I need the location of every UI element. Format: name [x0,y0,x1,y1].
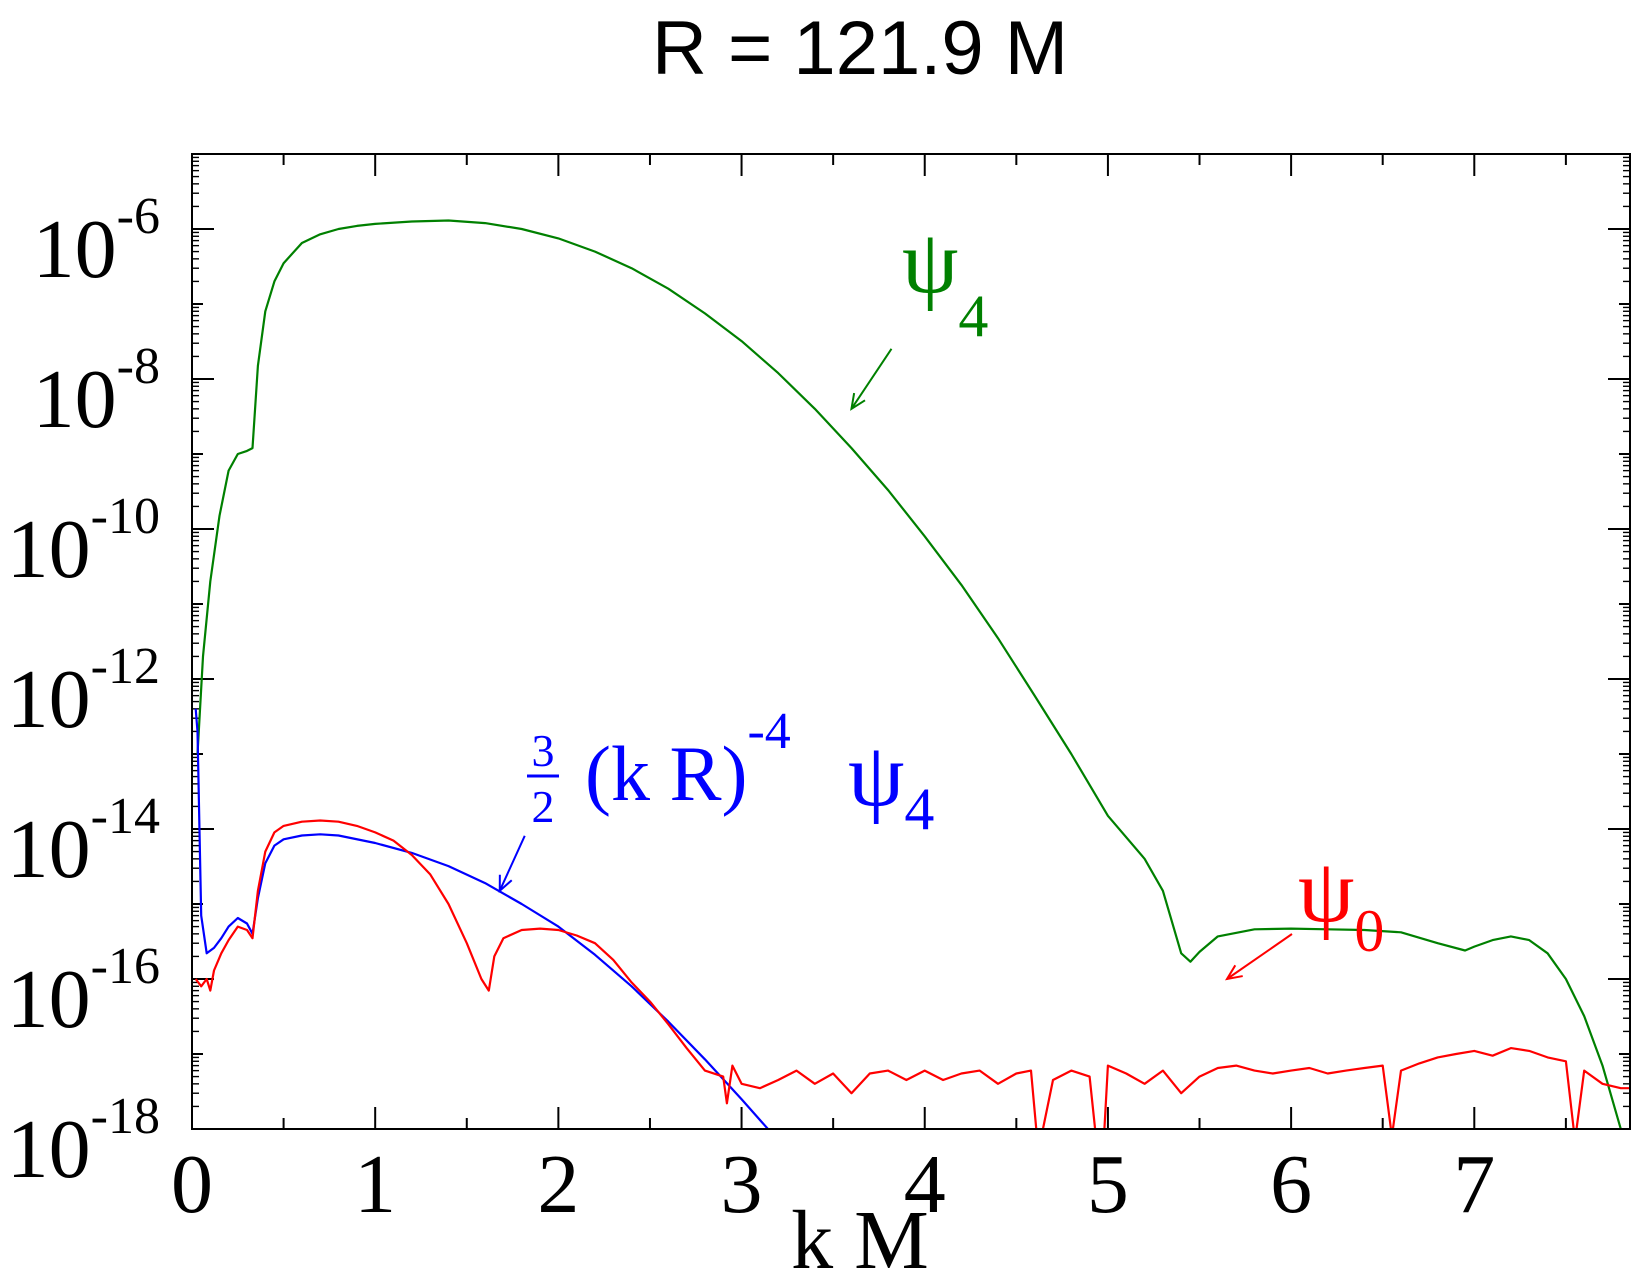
svg-text:ψ4: ψ4 [848,726,934,842]
label-blue-sub: 4 [904,776,934,842]
y-tick-base: 10 [7,803,91,896]
y-tick-base: 10 [7,953,91,1046]
x-tick-label: 3 [721,1138,763,1231]
plot-frame [191,153,1631,1130]
y-tick-base: 10 [33,353,117,446]
label-psi0: ψ0 [1298,842,1384,964]
y-tick-label: 10-14 [7,788,160,896]
series-line-scaled-psi4 [194,708,770,1129]
y-tick-label: 10-6 [33,188,160,296]
annotation-arrows [498,348,1293,981]
y-tick-label: 10-12 [7,638,160,746]
x-tick-label: 1 [354,1138,396,1231]
label-blue-paren: (k R) [585,730,747,817]
x-tick-label: 0 [171,1138,213,1231]
label-psi0-sub: 0 [1354,898,1384,964]
label-psi0-main: ψ [1298,842,1354,941]
label-psi4: ψ4 [902,213,988,349]
y-tick-base: 10 [7,1103,91,1196]
x-tick-label: 2 [537,1138,579,1231]
label-blue-exp: -4 [747,703,790,760]
y-tick-exponent: -10 [91,488,160,545]
x-axis-label: k M [791,1194,929,1275]
arrow-psi0 [1224,933,1293,981]
y-tick-exponent: -18 [91,1088,160,1145]
y-tick-exponent: -16 [91,938,160,995]
x-tick-label: 7 [1453,1138,1495,1231]
arrow-psi4 [850,348,893,411]
label-blue-num: 3 [532,725,555,776]
x-tick-labels: 0 1 2 3 4 5 6 7 [171,1138,1495,1231]
y-tick-label: 10-16 [7,938,160,1046]
label-blue-den: 2 [532,781,555,832]
x-tick-label: 6 [1270,1138,1312,1231]
label-blue-main: ψ [848,726,904,825]
y-tick-label: 10-8 [33,338,160,446]
y-tick-exponent: -12 [91,638,160,695]
x-tick-label: 4 [904,1138,946,1231]
x-tick-label: 5 [1087,1138,1129,1231]
svg-text:ψ0: ψ0 [1298,842,1384,964]
y-tick-exponent: -14 [91,788,160,845]
chart-title: R = 121.9 M [652,6,1068,91]
series-line-psi0 [194,819,1630,1129]
label-psi4-main: ψ [902,213,958,312]
y-tick-base: 10 [7,653,91,746]
svg-text:(k R)-4: (k R)-4 [585,703,791,817]
y-tick-base: 10 [33,203,117,296]
y-tick-base: 10 [7,503,91,596]
axis-ticks [191,153,1630,1130]
series-line-psi4 [196,219,1622,1129]
y-tick-exponent: -6 [117,188,160,245]
y-tick-label: 10-10 [7,488,160,596]
arrow-scaled-psi4 [498,835,526,894]
svg-text:ψ4: ψ4 [902,213,988,349]
y-tick-label: 10-18 [7,1088,160,1196]
label-blue-curve: 3 2 (k R)-4 ψ4 [527,703,934,842]
series-lines [194,219,1630,1129]
y-tick-exponent: -8 [117,338,160,395]
label-psi4-sub: 4 [958,283,988,349]
